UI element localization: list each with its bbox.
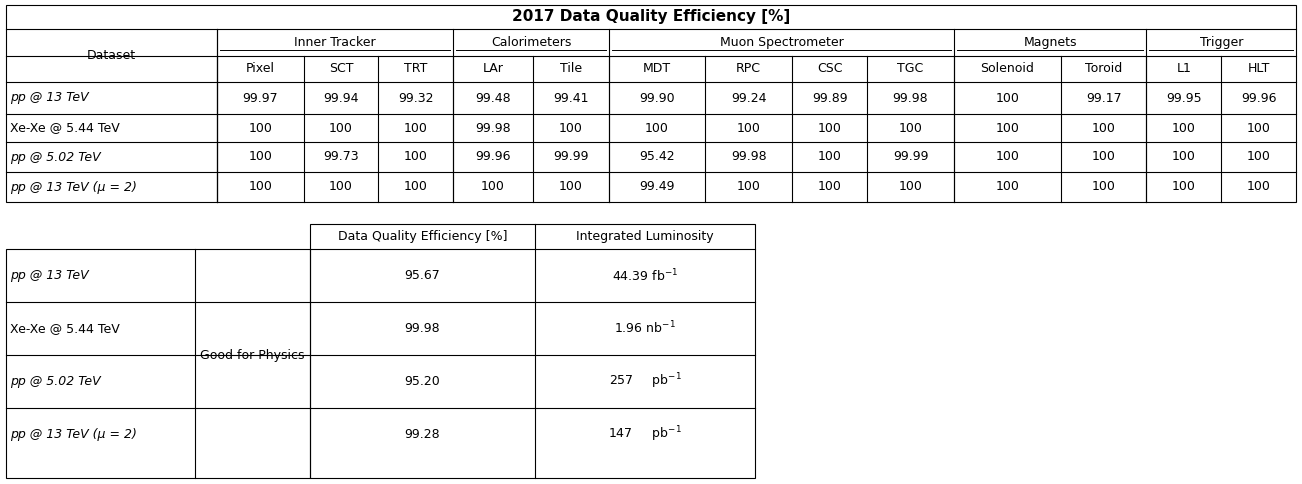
Text: pp @ 5.02 TeV: pp @ 5.02 TeV (10, 151, 100, 164)
Text: 100: 100 (249, 181, 272, 194)
Text: 99.41: 99.41 (553, 91, 589, 105)
Text: Muon Spectrometer: Muon Spectrometer (720, 36, 844, 49)
Text: SCT: SCT (329, 62, 353, 76)
Text: 100: 100 (646, 121, 669, 135)
Text: Magnets: Magnets (1023, 36, 1077, 49)
Text: 100: 100 (404, 151, 428, 164)
Text: pp @ 13 TeV (μ = 2): pp @ 13 TeV (μ = 2) (10, 181, 137, 194)
Text: Data Quality Efficiency [%]: Data Quality Efficiency [%] (337, 230, 508, 243)
Text: 99.94: 99.94 (323, 91, 359, 105)
Text: 100: 100 (404, 181, 428, 194)
Text: 99.98: 99.98 (893, 91, 928, 105)
Text: TRT: TRT (404, 62, 427, 76)
Text: RPC: RPC (736, 62, 762, 76)
Text: 99.73: 99.73 (323, 151, 359, 164)
Text: Trigger: Trigger (1199, 36, 1243, 49)
Text: 100: 100 (1091, 151, 1116, 164)
Text: 95.20: 95.20 (405, 375, 440, 388)
Text: 100: 100 (1172, 151, 1195, 164)
Text: 99.49: 99.49 (639, 181, 674, 194)
Text: pp @ 13 TeV: pp @ 13 TeV (10, 91, 89, 105)
Text: Good for Physics: Good for Physics (201, 348, 305, 362)
Text: 99.48: 99.48 (475, 91, 510, 105)
Text: 100: 100 (1246, 121, 1271, 135)
Text: 100: 100 (1172, 121, 1195, 135)
Text: 100: 100 (898, 181, 922, 194)
Bar (7, 5, 1295, 202)
Text: 95.42: 95.42 (639, 151, 674, 164)
Text: 100: 100 (737, 181, 760, 194)
Text: 100: 100 (737, 121, 760, 135)
Text: 100: 100 (559, 181, 583, 194)
Text: Xe-Xe @ 5.44 TeV: Xe-Xe @ 5.44 TeV (10, 121, 120, 135)
Text: 100: 100 (404, 121, 428, 135)
Text: pp @ 13 TeV (μ = 2): pp @ 13 TeV (μ = 2) (10, 428, 137, 441)
Text: 147     pb$^{-1}$: 147 pb$^{-1}$ (608, 424, 682, 444)
Text: 44.39 fb$^{-1}$: 44.39 fb$^{-1}$ (612, 267, 678, 284)
Text: 2017 Data Quality Efficiency [%]: 2017 Data Quality Efficiency [%] (512, 10, 790, 25)
Text: 100: 100 (1246, 181, 1271, 194)
Text: Calorimeters: Calorimeters (491, 36, 572, 49)
Text: 100: 100 (329, 181, 353, 194)
Text: 100: 100 (249, 151, 272, 164)
Text: 257     pb$^{-1}$: 257 pb$^{-1}$ (608, 372, 681, 391)
Text: 1.96 nb$^{-1}$: 1.96 nb$^{-1}$ (615, 320, 676, 337)
Text: HLT: HLT (1247, 62, 1269, 76)
Text: 99.98: 99.98 (405, 322, 440, 335)
Text: 100: 100 (1246, 151, 1271, 164)
Text: 99.90: 99.90 (639, 91, 674, 105)
Text: 100: 100 (996, 91, 1019, 105)
Text: MDT: MDT (643, 62, 671, 76)
Text: 99.28: 99.28 (405, 428, 440, 441)
Text: 100: 100 (480, 181, 505, 194)
Text: pp @ 5.02 TeV: pp @ 5.02 TeV (10, 375, 100, 388)
Text: 99.96: 99.96 (1241, 91, 1276, 105)
Text: 95.67: 95.67 (405, 269, 440, 282)
Text: Toroid: Toroid (1085, 62, 1122, 76)
Bar (7, 249, 310, 478)
Text: 100: 100 (1091, 121, 1116, 135)
Text: CSC: CSC (816, 62, 842, 76)
Text: TGC: TGC (897, 62, 923, 76)
Text: 100: 100 (559, 121, 583, 135)
Text: 100: 100 (898, 121, 922, 135)
Text: Tile: Tile (560, 62, 582, 76)
Text: Dataset: Dataset (87, 49, 135, 62)
Text: Integrated Luminosity: Integrated Luminosity (577, 230, 713, 243)
Text: Solenoid: Solenoid (980, 62, 1034, 76)
Text: pp @ 13 TeV: pp @ 13 TeV (10, 269, 89, 282)
Text: Xe-Xe @ 5.44 TeV: Xe-Xe @ 5.44 TeV (10, 322, 120, 335)
Text: 99.99: 99.99 (893, 151, 928, 164)
Text: Inner Tracker: Inner Tracker (294, 36, 376, 49)
Text: 100: 100 (996, 151, 1019, 164)
Bar (310, 224, 755, 478)
Text: 100: 100 (249, 121, 272, 135)
Text: 99.17: 99.17 (1086, 91, 1121, 105)
Text: LAr: LAr (483, 62, 504, 76)
Text: 100: 100 (818, 151, 841, 164)
Text: 99.24: 99.24 (730, 91, 767, 105)
Text: 100: 100 (818, 121, 841, 135)
Text: 99.99: 99.99 (553, 151, 589, 164)
Text: 99.96: 99.96 (475, 151, 510, 164)
Text: 99.32: 99.32 (398, 91, 434, 105)
Text: 100: 100 (1091, 181, 1116, 194)
Text: 99.97: 99.97 (242, 91, 279, 105)
Text: L1: L1 (1176, 62, 1191, 76)
Text: 100: 100 (1172, 181, 1195, 194)
Text: 100: 100 (996, 181, 1019, 194)
Text: 99.98: 99.98 (730, 151, 767, 164)
Text: 99.89: 99.89 (812, 91, 848, 105)
Text: 100: 100 (329, 121, 353, 135)
Text: 99.95: 99.95 (1167, 91, 1202, 105)
Text: 100: 100 (996, 121, 1019, 135)
Text: 100: 100 (818, 181, 841, 194)
Text: 99.98: 99.98 (475, 121, 510, 135)
Text: Pixel: Pixel (246, 62, 275, 76)
